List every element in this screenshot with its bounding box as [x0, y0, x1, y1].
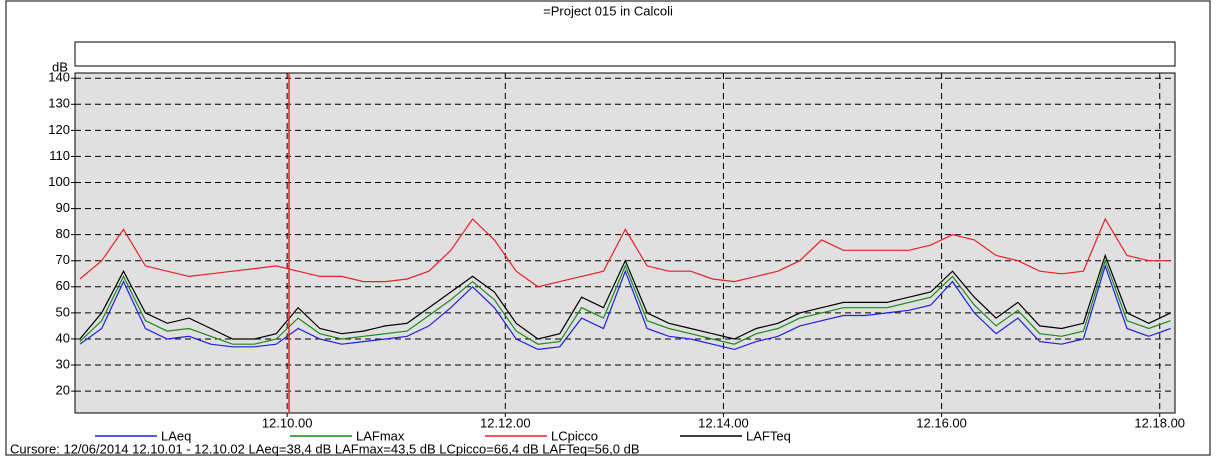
y-tick-label: 130: [48, 96, 70, 111]
y-tick-label: 120: [48, 122, 70, 137]
y-tick-label: 100: [48, 174, 70, 189]
y-tick-label: 40: [56, 330, 70, 345]
series-line: [79, 258, 1171, 345]
x-tick-label: 12.14.00: [698, 415, 749, 430]
y-tick-label: 20: [56, 383, 70, 398]
y-axis-label: dB: [52, 59, 68, 74]
x-tick-label: 12.16.00: [916, 415, 967, 430]
y-tick-label: 70: [56, 252, 70, 267]
legend-label: LAFmax: [356, 428, 405, 443]
y-tick-label: 140: [48, 70, 70, 85]
y-tick-label: 80: [56, 226, 70, 241]
info-box: [74, 41, 1176, 67]
x-tick-label: 12.12.00: [480, 415, 531, 430]
y-tick-label: 30: [56, 356, 70, 371]
x-tick-label: 12.10.00: [262, 415, 313, 430]
y-tick-label: 110: [49, 148, 70, 163]
series-line: [79, 253, 1171, 340]
y-tick-label: 60: [56, 278, 70, 293]
legend-label: LAFTeq: [746, 428, 791, 443]
y-tick-label: 50: [56, 304, 70, 319]
chart-title: =Project 015 in Calcoli: [543, 3, 673, 18]
y-tick-label: 90: [56, 200, 70, 215]
x-tick-label: 12.18.00: [1134, 415, 1185, 430]
cursor-readout: Cursore: 12/06/2014 12.10.01 - 12.10.02 …: [10, 441, 640, 456]
series-line: [79, 263, 1171, 351]
plot-area: [74, 72, 1176, 414]
legend-label: LCpicco: [551, 428, 598, 443]
legend-label: LAeq: [161, 428, 191, 443]
series-line: [79, 217, 1171, 288]
